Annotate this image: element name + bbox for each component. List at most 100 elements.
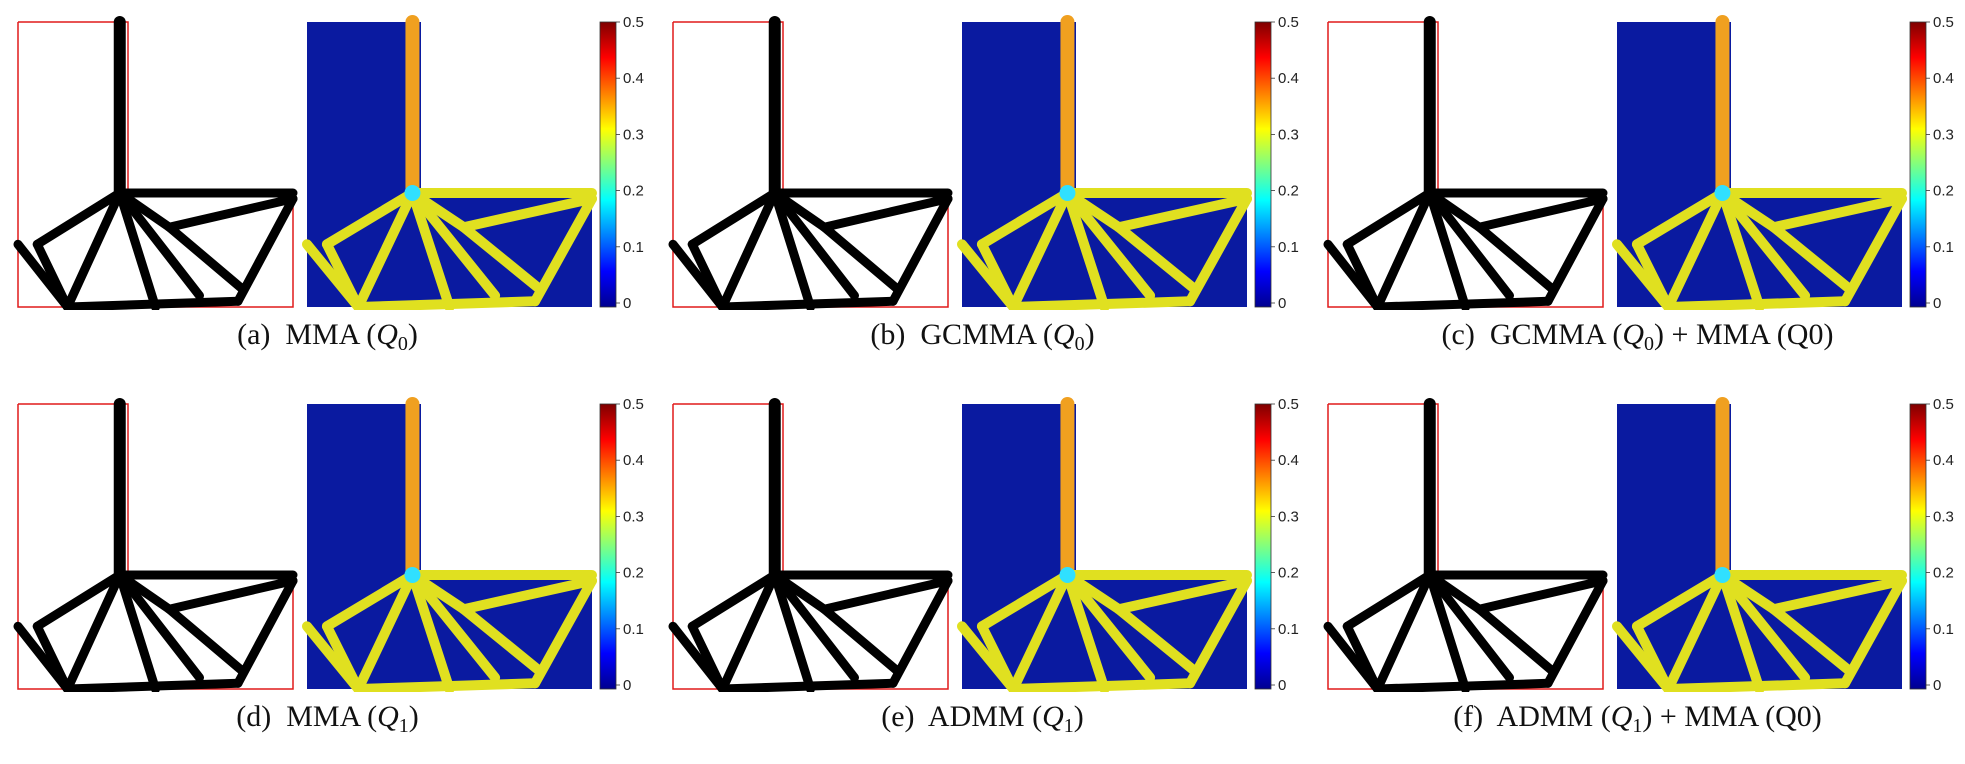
stress-member	[458, 222, 546, 295]
colorbar-tick-label: 0.3	[1933, 126, 1954, 143]
topology-member	[63, 296, 243, 310]
caption-suffix: )	[407, 318, 418, 351]
colorbar-tick-label: 0.4	[623, 452, 644, 469]
stress-member	[1612, 239, 1674, 310]
stress-member	[1768, 604, 1856, 677]
stress-field	[957, 397, 1252, 692]
colorbar-tick-label: 0.2	[1933, 565, 1954, 582]
caption-suffix: )	[1073, 700, 1084, 733]
stress-hotspot	[1714, 567, 1731, 583]
panel-d: 0.5 0.4 0.3 0.2 0.1 0 (d) MMA (Q1)	[0, 382, 655, 764]
colorbar-tick-label: 0.4	[623, 70, 644, 87]
stress-member	[1113, 604, 1201, 677]
stress-member	[1663, 678, 1850, 692]
stress-member	[957, 621, 1019, 692]
topology-image	[1323, 16, 1608, 310]
caption-suffix: )	[1084, 318, 1095, 351]
stress-member	[407, 188, 501, 301]
stress-member	[321, 570, 418, 632]
caption-symbol: Q	[376, 318, 398, 351]
stress-member	[1113, 575, 1252, 615]
topology-member	[1425, 188, 1484, 232]
caption-symbol: Q	[1042, 700, 1064, 733]
topology-member	[718, 678, 898, 692]
topology-member	[770, 570, 815, 692]
topology-member	[888, 194, 953, 306]
topology-member	[164, 194, 298, 232]
caption: (c) GCMMA (Q0) + MMA (Q0)	[1310, 318, 1965, 356]
topology-member	[32, 570, 125, 631]
topology-member	[13, 621, 72, 692]
topology-member	[888, 576, 953, 688]
stress-member	[1840, 193, 1907, 307]
topology-image	[668, 398, 953, 692]
stress-member	[1008, 188, 1073, 310]
colorbar-tick-label: 0.5	[1933, 396, 1954, 413]
stress-void	[307, 22, 592, 307]
stress-member	[1717, 570, 1811, 683]
caption-tag: (b)	[870, 318, 906, 351]
topology-background	[18, 22, 293, 307]
colorbar-gradient	[1254, 21, 1272, 308]
colorbar-tick-label: 0.3	[623, 508, 644, 525]
caption-sub: 1	[1632, 715, 1643, 737]
stress-member	[1062, 188, 1124, 233]
stress-hotspot	[404, 185, 421, 201]
topology-member	[115, 188, 160, 310]
stress-void	[307, 404, 592, 689]
topology-member	[819, 194, 953, 232]
topology-member	[164, 576, 298, 614]
topology-member	[164, 604, 248, 677]
stress-member	[1717, 570, 1779, 615]
colorbar-gradient	[1254, 403, 1272, 690]
caption: (b) GCMMA (Q0)	[655, 318, 1310, 356]
stress-member	[1768, 222, 1856, 295]
caption-tag: (a)	[237, 318, 271, 351]
topology-pair: 0.5 0.4 0.3 0.2 0.1 0	[668, 396, 1299, 692]
topology-image	[13, 16, 298, 310]
stress-member	[1185, 575, 1252, 689]
colorbar: 0.5 0.4 0.3 0.2 0.1 0	[599, 396, 644, 692]
caption-symbol: Q	[1052, 318, 1075, 351]
caption: (d) MMA (Q1)	[0, 700, 655, 738]
stress-member	[1631, 570, 1728, 632]
topology-member	[770, 188, 829, 232]
topology-member	[115, 570, 174, 614]
colorbar-tick-label: 0.2	[1278, 183, 1299, 200]
topology-member	[819, 222, 903, 295]
stress-field	[1612, 15, 1907, 310]
stress-void	[962, 404, 1247, 689]
topology-member	[1543, 576, 1608, 688]
stress-member	[1062, 570, 1124, 615]
colorbar-tick-label: 0.5	[623, 396, 644, 413]
caption-suffix: )	[1642, 700, 1653, 733]
colorbar-tick-label: 0.1	[1278, 239, 1299, 256]
colorbar-tick-label: 0.4	[1278, 70, 1299, 87]
topology-member	[115, 570, 160, 692]
colorbar-gradient	[1909, 21, 1927, 308]
colorbar: 0.5 0.4 0.3 0.2 0.1 0	[1254, 396, 1299, 692]
caption-sub: 0	[1074, 333, 1085, 355]
topology-member	[687, 188, 780, 249]
topology-member	[687, 570, 780, 631]
colorbar-tick-label: 0.3	[1278, 126, 1299, 143]
topology-member	[1373, 296, 1553, 310]
colorbar-tick-label: 0.4	[1278, 452, 1299, 469]
caption-method: ADMM (	[1496, 700, 1611, 733]
topology-member	[63, 188, 125, 310]
topology-member	[1342, 188, 1435, 249]
colorbar-gradient	[1909, 403, 1927, 690]
colorbar-tick-label: 0.4	[1933, 70, 1954, 87]
stress-member	[321, 188, 418, 250]
stress-hotspot	[1059, 185, 1076, 201]
stress-member	[1062, 570, 1110, 692]
topology-member	[32, 188, 125, 249]
topology-member	[1425, 570, 1470, 692]
topology-member	[1474, 604, 1558, 677]
topology-member	[819, 576, 953, 614]
stress-member	[1717, 188, 1811, 301]
topology-member	[233, 194, 298, 306]
topology-pair: 0.5 0.4 0.3 0.2 0.1 0	[1323, 396, 1954, 692]
colorbar-gradient	[599, 403, 617, 690]
